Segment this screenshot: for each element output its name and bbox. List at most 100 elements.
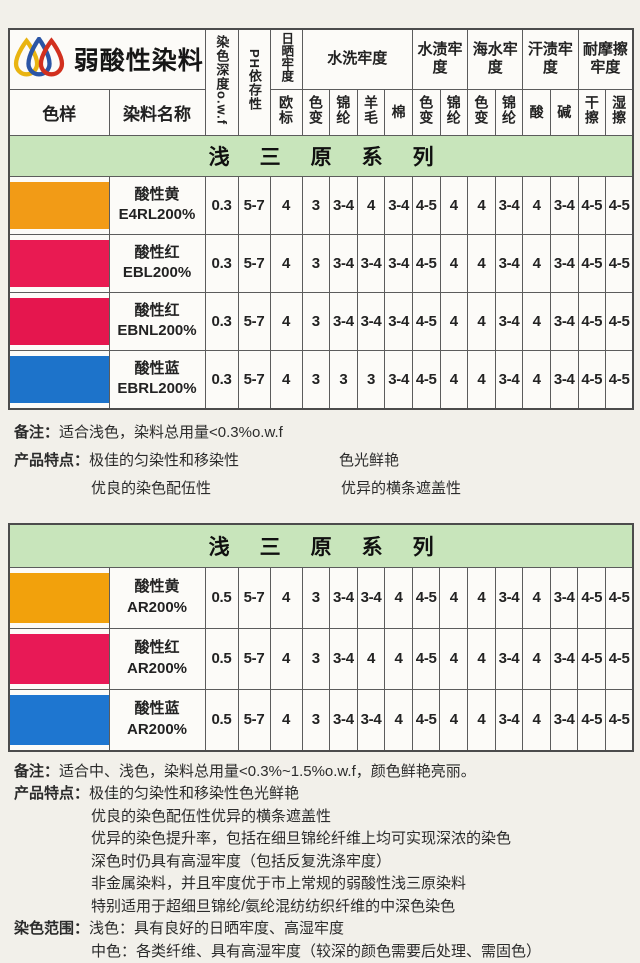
fastness-value: 4-5	[578, 689, 606, 751]
remark-label: 备注：	[14, 761, 59, 784]
col-stain-shade-label: 色变	[419, 95, 433, 125]
series-band: 浅三原系列	[9, 135, 633, 176]
fastness-value: 4-5	[606, 567, 634, 628]
fastness-value: 4-5	[412, 689, 440, 751]
fastness-value: 4-5	[412, 176, 440, 234]
col-stain-nylon-label: 锦纶	[447, 95, 461, 125]
fastness-value: 4	[523, 628, 551, 689]
col-sea-shade-label: 色变	[474, 95, 488, 125]
fastness-value: 4-5	[606, 292, 634, 350]
dye-code: AR200%	[110, 720, 205, 740]
features-line: 优良的染色配伍性优异的横条遮盖性	[14, 806, 626, 829]
fastness-value: 3	[302, 350, 330, 409]
fastness-value: 3-4	[385, 350, 413, 409]
dye-code: EBNL200%	[110, 321, 205, 341]
feature-right: 色光鲜艳	[339, 447, 399, 475]
col-sun-eu: 欧标	[270, 89, 302, 135]
color-swatch	[9, 350, 109, 409]
features-line: 深色时仍具有高湿牢度（包括反复洗涤牢度）	[14, 851, 626, 874]
fastness-value: 3-4	[550, 567, 578, 628]
swatch-block	[10, 573, 109, 623]
dye-code: AR200%	[110, 598, 205, 618]
dye-name-cn: 酸性红	[110, 301, 205, 321]
fastness-value: 4-5	[412, 350, 440, 409]
fastness-value: 4	[270, 176, 302, 234]
features-line: 非金属染料，并且牢度优于市上常规的弱酸性浅三原染料	[14, 873, 626, 896]
col-rub-wet: 湿擦	[606, 89, 634, 135]
col-sample: 色样	[9, 89, 109, 135]
series-band-cell: 浅三原系列	[9, 524, 633, 568]
fastness-value: 4-5	[412, 567, 440, 628]
fastness-value: 4-5	[412, 628, 440, 689]
fastness-value: 4-5	[578, 292, 606, 350]
fastness-value: 3-4	[495, 567, 523, 628]
fastness-value: 3	[302, 292, 330, 350]
range-label: 染色范围：	[14, 918, 89, 941]
col-sun-eu-label: 欧标	[279, 95, 293, 125]
fastness-value: 4-5	[412, 292, 440, 350]
feature-text: 深色时仍具有高湿牢度（包括反复洗涤牢度）	[91, 851, 391, 874]
features-label: 产品特点：	[14, 447, 89, 475]
col-depth-label: 染色深度o.w.f	[215, 35, 229, 125]
series-title: 浅三原系列	[179, 536, 464, 559]
fastness-value: 4	[523, 567, 551, 628]
fastness-value: 5-7	[238, 567, 270, 628]
fastness-value: 4	[270, 567, 302, 628]
col-group-rubbing: 耐摩擦牢度	[578, 29, 633, 89]
dye-name-cn: 酸性黄	[110, 577, 205, 597]
feature-text: 优异的染色提升率，包括在细旦锦纶纤维上均可实现深浓的染色	[91, 828, 511, 851]
col-depth: 染色深度o.w.f	[205, 29, 238, 135]
col-group-wash: 水洗牢度	[302, 29, 412, 89]
fastness-value: 4-5	[578, 350, 606, 409]
fastness-value: 3-4	[385, 292, 413, 350]
indent-spacer	[14, 873, 91, 896]
remark-line: 备注： 适合中、浅色，染料总用量<0.3%~1.5%o.w.f，颜色鲜艳亮丽。	[14, 761, 626, 784]
col-rub-wet-label: 湿擦	[612, 95, 626, 125]
dye-drops-logo-icon	[11, 37, 67, 81]
col-stain-nylon: 锦纶	[440, 89, 468, 135]
fastness-value: 3-4	[330, 234, 358, 292]
dye-code: AR200%	[110, 659, 205, 679]
fastness-value: 4	[270, 350, 302, 409]
fastness-value: 0.5	[205, 628, 238, 689]
fastness-value: 4	[468, 234, 496, 292]
fastness-value: 0.5	[205, 689, 238, 751]
range-line: 染色范围： 浅色：具有良好的日晒牢度、高湿牢度	[14, 918, 626, 941]
fastness-value: 0.3	[205, 292, 238, 350]
fastness-value: 4	[468, 567, 496, 628]
fastness-value: 3	[302, 176, 330, 234]
col-stain-shade: 色变	[412, 89, 440, 135]
col-rub-dry-label: 干擦	[585, 95, 599, 125]
fastness-value: 4-5	[578, 234, 606, 292]
fastness-value: 0.3	[205, 234, 238, 292]
fastness-value: 4	[440, 689, 468, 751]
fastness-value: 4	[270, 292, 302, 350]
col-ph: PH依存性	[238, 29, 270, 135]
fastness-value: 3-4	[385, 176, 413, 234]
col-wash-nylon: 锦纶	[330, 89, 358, 135]
brand-cell: 弱酸性染料	[9, 29, 205, 89]
feature-text: 特别适用于超细旦锦纶/氨纶混纺纺织纤维的中深色染色	[91, 896, 455, 919]
fastness-value: 3	[302, 628, 330, 689]
color-swatch	[9, 234, 109, 292]
header-row-subs: 色样 染料名称 欧标 色变 锦纶 羊毛 棉 色变 锦纶 色变 锦纶 酸 碱 干擦…	[9, 89, 633, 135]
color-swatch	[9, 628, 109, 689]
fastness-value: 5-7	[238, 689, 270, 751]
table1-notes: 备注： 适合浅色，染料总用量<0.3%o.w.f 产品特点： 极佳的匀染性和移染…	[14, 419, 626, 503]
features-line: 产品特点： 极佳的匀染性和移染性色光鲜艳	[14, 783, 626, 806]
fastness-value: 0.3	[205, 350, 238, 409]
features-line: 优异的染色提升率，包括在细旦锦纶纤维上均可实现深浓的染色	[14, 828, 626, 851]
color-swatch	[9, 567, 109, 628]
swatch-block	[10, 298, 109, 345]
remark-line: 备注： 适合浅色，染料总用量<0.3%o.w.f	[14, 419, 626, 447]
fastness-value: 3	[302, 689, 330, 751]
